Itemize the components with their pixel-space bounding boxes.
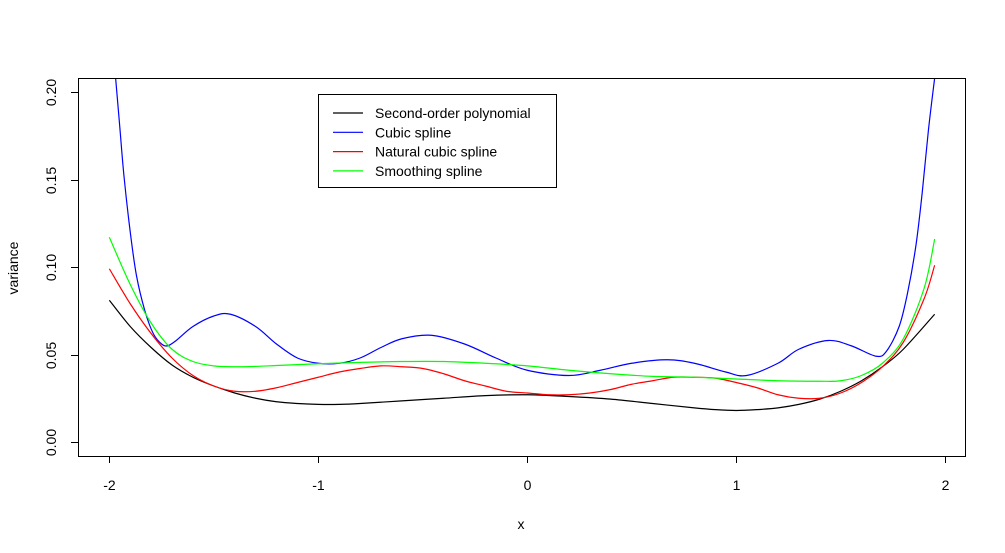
series-line-2: [115, 78, 936, 377]
legend-label: Second-order polynomial: [375, 105, 531, 121]
y-tick-label: 0.15: [43, 167, 59, 194]
y-tick-label: 0.00: [43, 429, 59, 456]
legend-label: Smoothing spline: [375, 163, 483, 179]
series-line-1: [108, 299, 936, 412]
y-tick-label: 0.10: [43, 254, 59, 281]
x-tick-label: -2: [103, 477, 116, 493]
legend-box: [318, 94, 557, 188]
x-tick-label: 1: [733, 477, 741, 493]
x-tick-label: 0: [524, 477, 532, 493]
x-axis-label: x: [518, 516, 525, 532]
series-line-3: [108, 265, 936, 400]
y-tick-label: 0.05: [43, 342, 59, 369]
x-tick-label: 2: [942, 477, 950, 493]
x-tick-label: -1: [312, 477, 325, 493]
legend: Second-order polynomial Cubic spline Natur…: [318, 94, 557, 188]
x-axis: -2 -1 0 1 2: [103, 456, 950, 493]
legend-label: Natural cubic spline: [375, 144, 497, 160]
y-axis-label: variance: [5, 241, 21, 294]
y-tick-label: 0.20: [43, 79, 59, 106]
series-line-4: [108, 237, 936, 382]
legend-items: Second-order polynomial Cubic spline Natur…: [333, 105, 531, 179]
legend-label: Cubic spline: [375, 124, 451, 140]
y-axis: 0.00 0.05 0.10 0.15 0.20: [43, 79, 79, 456]
series-layer: [108, 78, 936, 412]
